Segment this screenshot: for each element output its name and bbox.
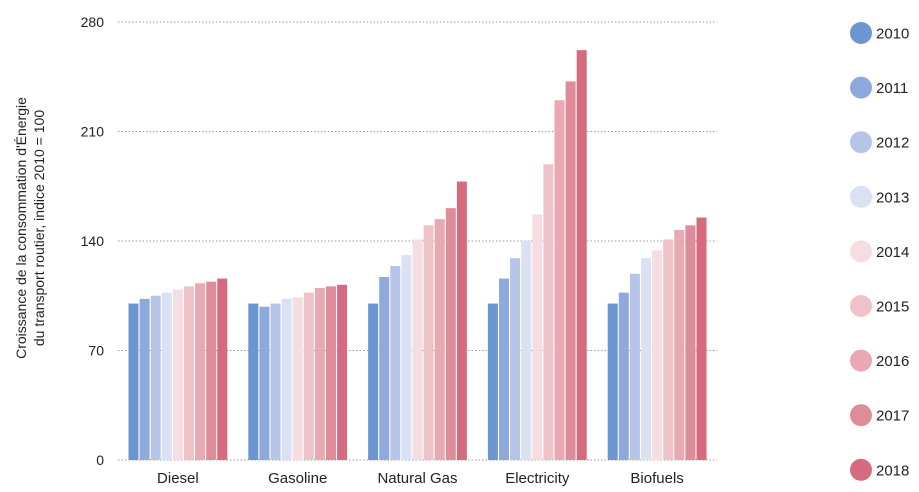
bar	[487, 303, 498, 460]
legend-label: 2018	[876, 462, 909, 479]
bar	[412, 239, 423, 460]
bars-layer	[128, 50, 707, 461]
x-tick-label: Diesel	[157, 470, 199, 487]
bar	[195, 283, 206, 460]
bar	[510, 258, 521, 460]
legend-label: 2014	[876, 244, 909, 261]
bar	[281, 298, 292, 460]
legend-label: 2010	[876, 26, 909, 43]
y-tick-label: 280	[81, 14, 105, 30]
x-tick-label: Biofuels	[630, 470, 683, 487]
bar	[368, 303, 379, 460]
bar	[685, 225, 696, 460]
legend-item: 2011	[850, 76, 908, 99]
bar	[434, 219, 445, 460]
bar	[292, 297, 303, 460]
bar	[521, 241, 532, 460]
legend-item: 2012	[850, 131, 909, 154]
y-tick-label: 0	[96, 452, 104, 468]
legend-swatch	[850, 240, 872, 263]
x-axis: Diesel Gasoline Natural Gas Electricity Biof…	[157, 470, 684, 487]
legend-item: 2015	[850, 295, 909, 317]
bar	[172, 289, 183, 460]
bar	[543, 164, 554, 460]
legend-swatch	[850, 185, 872, 208]
bar	[390, 266, 401, 460]
y-tick-label: 70	[88, 343, 104, 359]
bar	[456, 181, 467, 461]
bar	[184, 286, 194, 460]
legend-label: 2013	[876, 189, 909, 206]
bar	[445, 208, 456, 460]
legend-label: 2016	[876, 353, 909, 370]
bar	[554, 100, 565, 460]
bar	[379, 276, 390, 460]
bar	[161, 292, 172, 460]
legend-swatch	[850, 131, 872, 154]
legend-label: 2012	[876, 135, 909, 152]
bar	[641, 258, 651, 460]
bar	[337, 284, 348, 460]
bar	[423, 225, 434, 460]
y-axis-label: Croissance de la consommation d'Énergie d…	[13, 97, 47, 359]
bar	[139, 298, 150, 460]
y-tick-label: 210	[81, 124, 105, 140]
bar	[259, 306, 270, 460]
legend-label: 2017	[876, 408, 909, 425]
bar	[401, 255, 412, 460]
bar	[565, 81, 576, 460]
bar	[217, 278, 228, 460]
y-axis-title-line: du transport routier, indice 2010 = 100	[31, 110, 47, 346]
x-tick-label: Gasoline	[268, 470, 327, 487]
y-axis-title-line: Croissance de la consommation d'Énergie	[13, 97, 29, 359]
bar	[314, 287, 325, 460]
y-tick-label: 140	[81, 233, 105, 249]
bar	[326, 286, 336, 460]
bar	[206, 281, 217, 460]
legend-swatch	[850, 295, 872, 317]
legend-swatch	[850, 458, 872, 481]
legend-label: 2011	[876, 80, 908, 97]
bar	[696, 217, 707, 460]
x-tick-label: Natural Gas	[377, 470, 457, 487]
legend-item: 2013	[850, 185, 909, 208]
legend-swatch	[850, 404, 872, 427]
bar	[150, 295, 161, 460]
legend-label: 2015	[876, 299, 909, 316]
legend-item: 2018	[850, 458, 909, 481]
bar	[652, 250, 663, 460]
bar	[663, 239, 674, 460]
legend-item: 2017	[850, 404, 909, 427]
bar	[248, 303, 259, 460]
bar	[303, 292, 314, 460]
legend-item: 2016	[850, 349, 909, 372]
bar	[618, 292, 629, 460]
bar	[499, 278, 509, 460]
x-tick-label: Electricity	[505, 470, 570, 487]
y-axis: 0 70 140 210 280	[81, 14, 105, 468]
legend: 2010 2011 2012 2013 2014 2015 2016 2017 2018	[850, 22, 909, 481]
bar	[607, 303, 618, 460]
bar	[576, 50, 587, 461]
bar	[270, 303, 281, 460]
legend-item: 2014	[850, 240, 909, 263]
legend-swatch	[850, 22, 872, 44]
bar	[532, 214, 543, 460]
bar	[629, 273, 640, 460]
bar	[674, 230, 685, 460]
legend-swatch	[850, 349, 872, 372]
legend-swatch	[850, 76, 872, 99]
legend-item: 2010	[850, 22, 909, 44]
bar	[128, 303, 139, 460]
